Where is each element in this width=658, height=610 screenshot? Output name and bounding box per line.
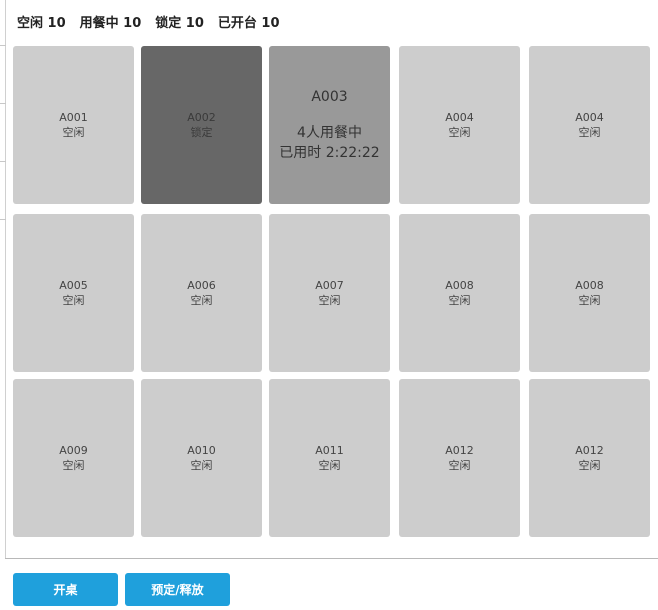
table-status: 空闲 [318,294,341,307]
table-status: 空闲 [578,126,601,139]
table-card[interactable]: A010 空闲 [141,379,262,537]
table-status: 空闲 [448,459,471,472]
table-card[interactable]: A001 空闲 [13,46,134,204]
reserve-release-button[interactable]: 预定/释放 [125,573,230,606]
table-status: 空闲 [62,294,85,307]
table-status: 空闲 [190,459,213,472]
status-dining-count: 用餐中 10 [79,15,142,31]
table-card[interactable]: A012 空闲 [399,379,520,537]
table-status: 空闲 [318,459,341,472]
table-status: 空闲 [578,459,601,472]
status-summary: 空闲 10 用餐中 10 锁定 10 已开台 10 [17,12,294,31]
table-card[interactable]: A004 空闲 [399,46,520,204]
table-code: A006 [187,279,216,292]
table-card-locked[interactable]: A002 锁定 [141,46,262,204]
table-code: A011 [315,444,344,457]
status-idle-count: 空闲 10 [17,15,66,31]
table-code: A012 [575,444,604,457]
table-card[interactable]: A004 空闲 [529,46,650,204]
table-card[interactable]: A008 空闲 [529,214,650,372]
open-table-button[interactable]: 开桌 [13,573,118,606]
status-opened-count: 已开台 10 [217,15,280,31]
table-card[interactable]: A011 空闲 [269,379,390,537]
table-card[interactable]: A012 空闲 [529,379,650,537]
table-card[interactable]: A008 空闲 [399,214,520,372]
table-code: A001 [59,111,88,124]
table-status: 空闲 [448,294,471,307]
table-code: A008 [445,279,474,292]
table-code: A005 [59,279,88,292]
table-card[interactable]: A006 空闲 [141,214,262,372]
table-code: A008 [575,279,604,292]
left-tick [0,219,6,220]
left-tick [0,161,6,162]
table-card-dining[interactable]: A003 4人用餐中 已用时 2:22:22 [269,46,390,204]
table-status: 空闲 [578,294,601,307]
table-code: A012 [445,444,474,457]
table-code: A004 [445,111,474,124]
status-locked-count: 锁定 10 [155,15,204,31]
table-code: A003 [311,89,348,105]
table-diners: 4人用餐中 [297,125,362,141]
table-status: 空闲 [62,459,85,472]
table-code: A009 [59,444,88,457]
table-elapsed-time: 已用时 2:22:22 [279,145,380,161]
left-tick [0,103,6,104]
table-code: A007 [315,279,344,292]
table-status: 空闲 [448,126,471,139]
table-code: A002 [187,111,216,124]
left-frame-line [5,0,6,558]
table-status: 锁定 [190,126,213,139]
left-tick [0,45,6,46]
table-status: 空闲 [190,294,213,307]
table-card[interactable]: A005 空闲 [13,214,134,372]
table-code: A010 [187,444,216,457]
table-status: 空闲 [62,126,85,139]
table-code: A004 [575,111,604,124]
table-card[interactable]: A009 空闲 [13,379,134,537]
table-card[interactable]: A007 空闲 [269,214,390,372]
bottom-divider [5,558,658,559]
